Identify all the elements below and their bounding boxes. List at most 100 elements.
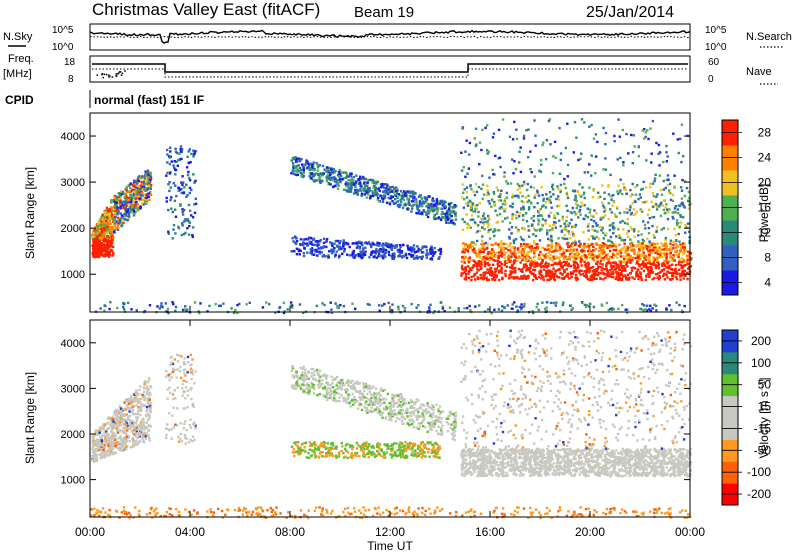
power-echo <box>186 227 189 230</box>
velocity-echo <box>136 436 139 440</box>
power-echo <box>466 306 469 310</box>
power-echo <box>463 257 466 260</box>
power-echo <box>554 247 557 250</box>
power-echo <box>116 224 120 227</box>
power-echo <box>377 187 380 190</box>
power-echo <box>543 248 547 251</box>
power-echo <box>318 252 321 255</box>
power-echo <box>357 182 360 185</box>
power-echo <box>644 131 647 134</box>
power-echo <box>668 208 671 211</box>
power-echo <box>668 248 671 251</box>
power-echo <box>651 224 654 228</box>
power-echo <box>363 177 366 181</box>
power-echo <box>685 254 689 257</box>
power-echo <box>477 248 481 251</box>
power-echo <box>435 217 439 220</box>
power-echo <box>119 201 122 204</box>
power-echo <box>123 195 126 199</box>
power-echo <box>653 303 656 306</box>
power-echo <box>663 243 666 246</box>
power-echo <box>449 221 453 224</box>
power-echo <box>494 209 497 212</box>
power-echo <box>174 168 177 171</box>
power-echo <box>545 270 548 273</box>
power-echo <box>493 234 496 238</box>
power-echo <box>342 239 345 242</box>
power-echo <box>486 149 489 152</box>
power-echo <box>633 248 636 251</box>
power-echo <box>585 262 588 265</box>
velocity-echo <box>99 435 102 439</box>
power-echo <box>654 242 658 246</box>
power-echo <box>447 207 451 211</box>
power-echo <box>581 249 585 252</box>
power-echo <box>625 232 629 235</box>
power-echo <box>672 256 675 259</box>
power-echo <box>595 268 598 271</box>
power-echo <box>556 205 559 208</box>
power-echo <box>468 141 472 145</box>
power-echo <box>545 301 549 304</box>
power-echo <box>618 135 621 138</box>
power-echo <box>567 249 571 252</box>
power-echo <box>395 244 398 247</box>
power-echo <box>320 251 323 254</box>
power-echo <box>512 253 516 256</box>
y-tick-label: 2000 <box>61 223 85 235</box>
power-echo <box>557 257 561 260</box>
power-echo <box>116 216 120 220</box>
power-echo <box>415 202 418 205</box>
power-echo <box>630 266 633 270</box>
power-echo <box>620 238 623 242</box>
power-echo <box>466 257 469 260</box>
power-echo <box>477 224 480 227</box>
power-echo <box>463 188 466 191</box>
power-echo <box>401 254 404 258</box>
power-echo <box>666 155 669 158</box>
power-echo <box>422 202 426 205</box>
power-echo <box>590 214 593 217</box>
power-echo <box>641 303 644 306</box>
power-echo <box>91 233 94 237</box>
power-echo <box>537 220 541 223</box>
power-echo <box>683 194 687 198</box>
power-echo <box>607 201 610 205</box>
velocity-echo <box>122 443 125 446</box>
power-echo <box>538 228 541 231</box>
power-echo <box>682 271 686 274</box>
power-echo <box>336 179 339 182</box>
power-echo <box>637 277 640 281</box>
power-echo <box>551 250 554 253</box>
power-echo <box>495 267 498 270</box>
power-echo <box>474 204 477 207</box>
power-echo <box>468 244 471 247</box>
power-echo <box>103 216 106 219</box>
power-echo <box>370 243 373 246</box>
power-echo <box>500 309 504 312</box>
power-echo <box>299 243 302 246</box>
power-echo <box>496 214 499 217</box>
power-echo <box>569 264 573 268</box>
power-echo <box>300 168 303 172</box>
power-echo <box>623 238 626 242</box>
power-echo <box>374 180 378 183</box>
power-echo <box>97 255 100 258</box>
power-echo <box>567 264 570 268</box>
power-echo <box>188 186 192 190</box>
power-echo <box>640 233 643 236</box>
power-echo <box>174 150 178 153</box>
power-echo <box>681 179 684 182</box>
power-echo <box>667 266 670 270</box>
power-echo <box>428 306 431 309</box>
power-echo <box>623 251 626 254</box>
power-echo <box>406 190 409 193</box>
power-echo <box>429 303 432 306</box>
power-echo <box>509 204 512 208</box>
power-echo <box>599 218 602 221</box>
power-echo <box>91 253 95 256</box>
power-echo <box>374 250 377 253</box>
power-echo <box>410 210 413 213</box>
power-echo <box>554 249 557 252</box>
power-echo <box>644 258 648 261</box>
